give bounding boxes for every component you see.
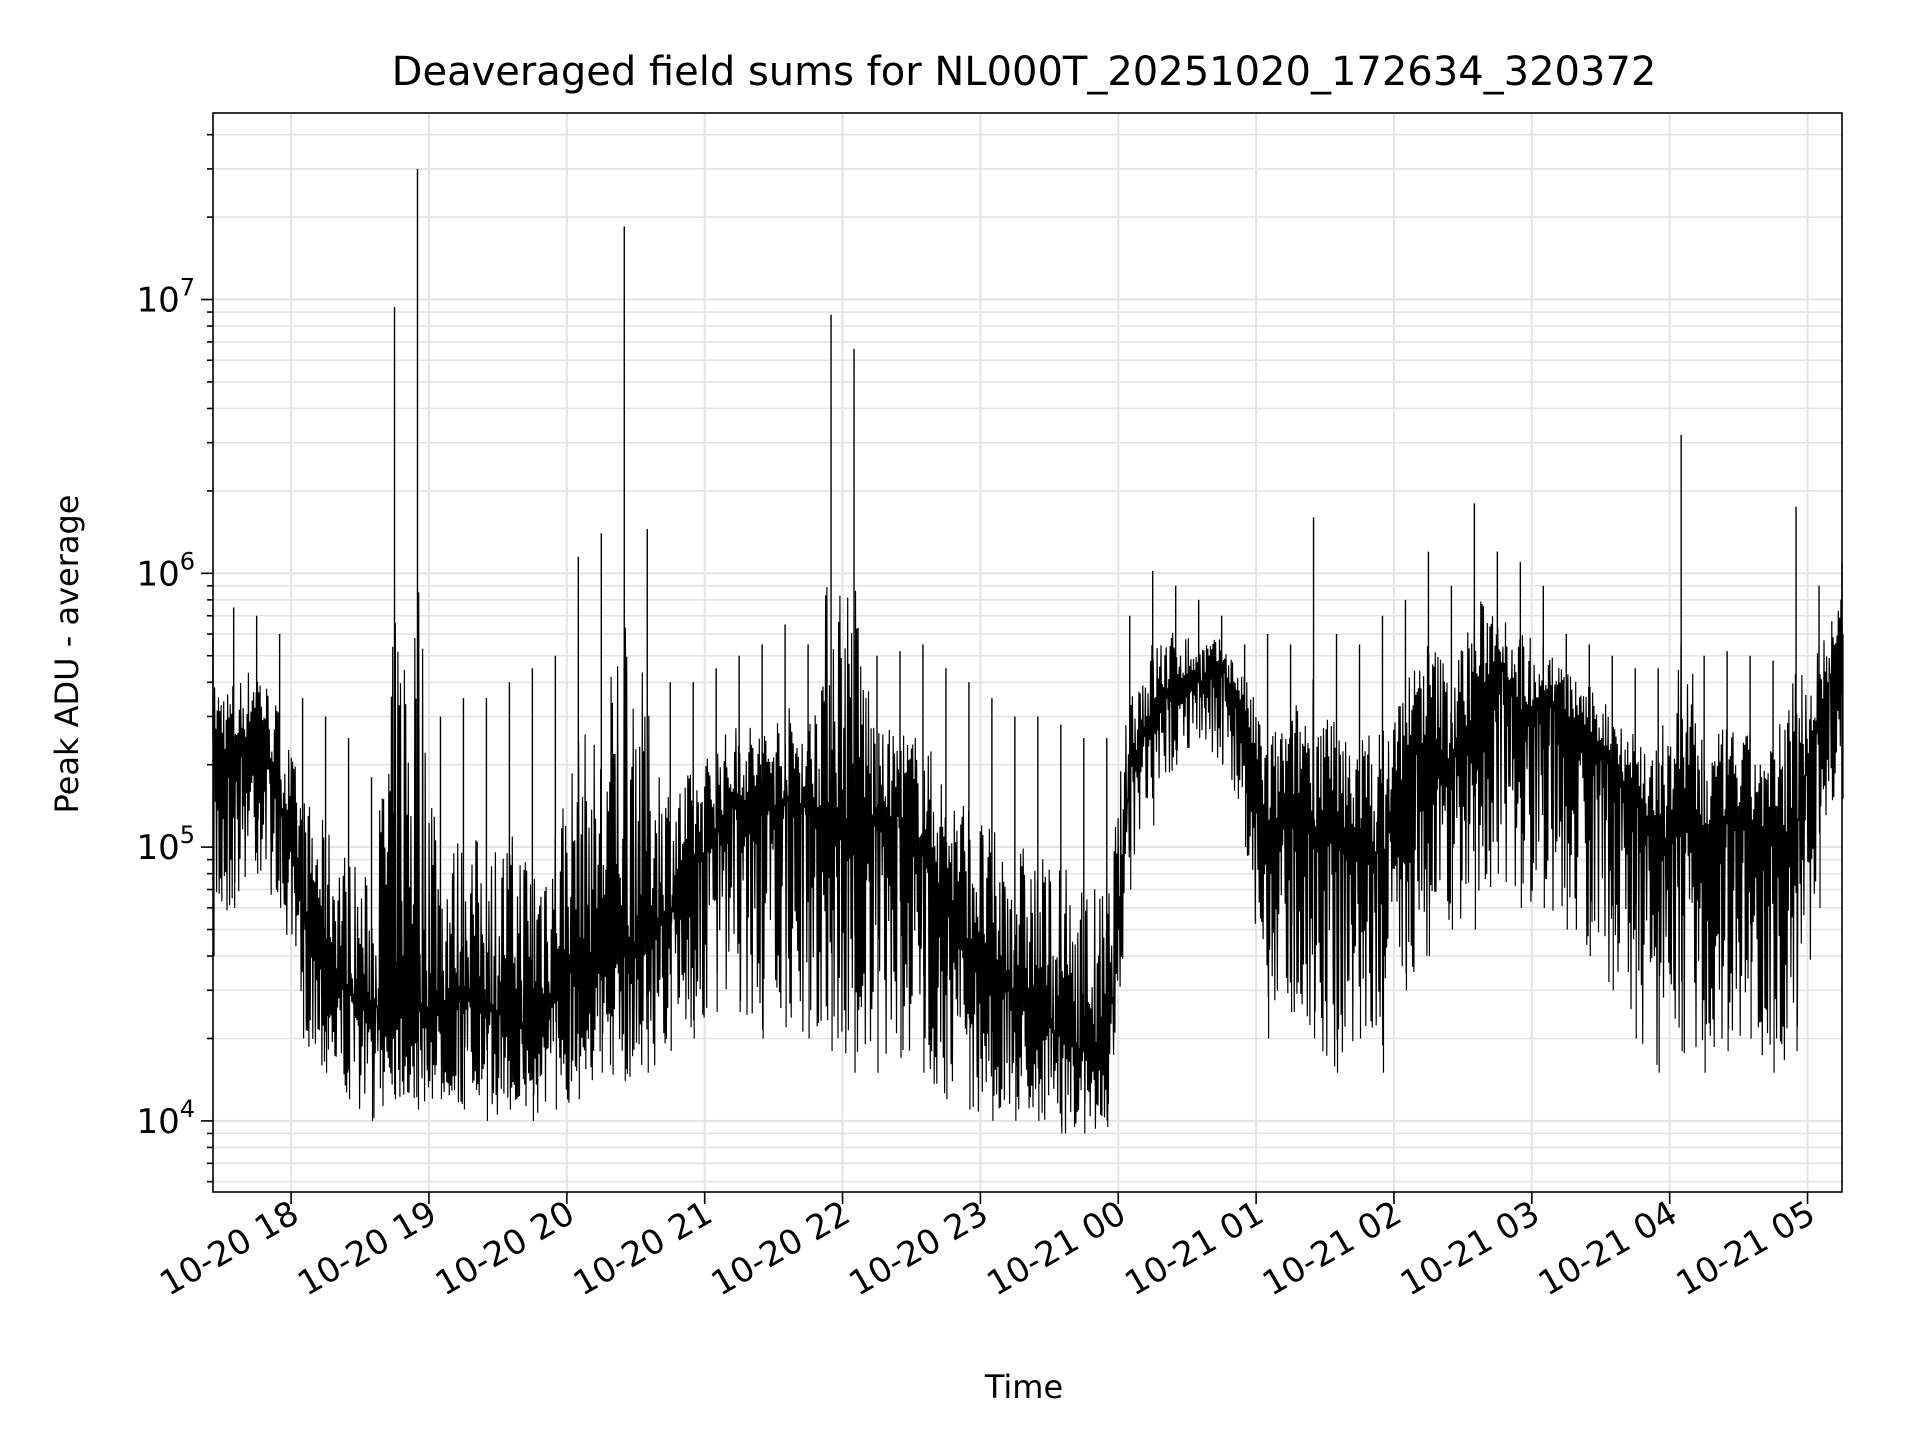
plot-frame: [212, 112, 1843, 1193]
y-tick-label: 107: [136, 274, 195, 321]
y-tick-label: 106: [136, 547, 195, 594]
x-axis-label: Time: [984, 1368, 1063, 1406]
plot-area: [212, 168, 1844, 1134]
series-line: [213, 586, 1843, 1134]
y-tick-label: 104: [136, 1095, 195, 1142]
chart-title: Deaveraged field sums for NL000T_2025102…: [392, 49, 1657, 95]
y-axis: 104 105 106 107: [136, 133, 213, 1183]
y-axis-label: Peak ADU - average: [48, 495, 86, 814]
y-tick-label: 105: [136, 821, 195, 868]
